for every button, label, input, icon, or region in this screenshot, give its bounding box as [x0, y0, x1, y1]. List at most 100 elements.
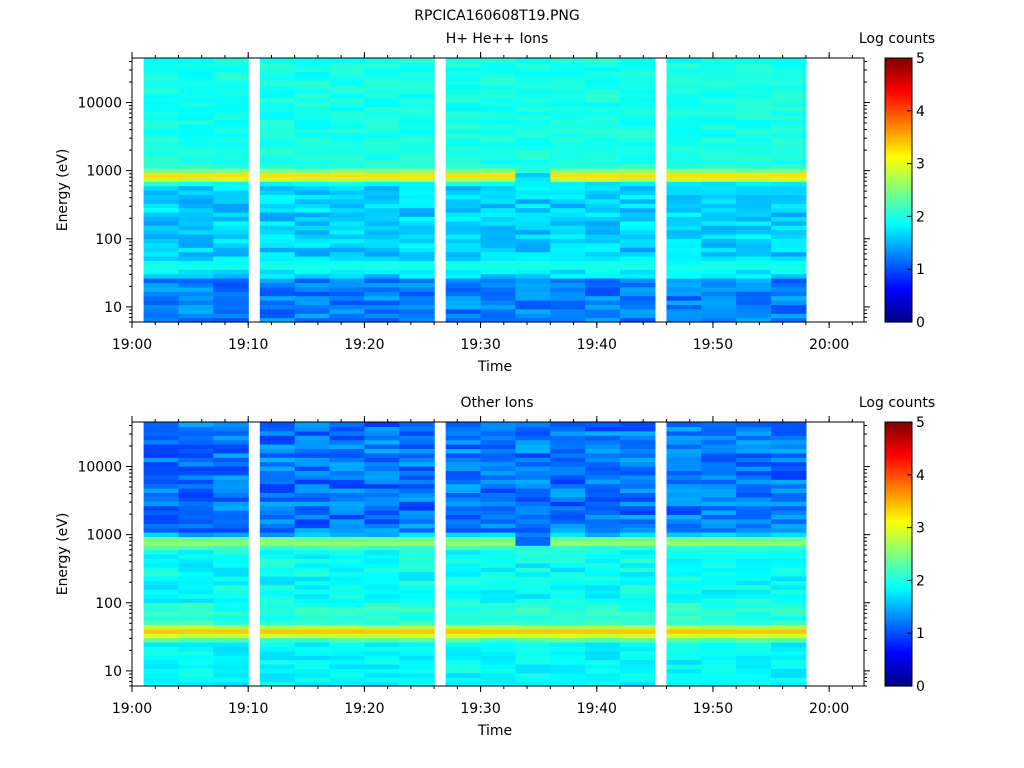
- colorbar-swatch: [885, 430, 912, 434]
- heatmap-cell: [213, 225, 249, 231]
- heatmap-cell: [736, 291, 772, 297]
- heatmap-cell: [666, 540, 702, 546]
- heatmap-cell: [294, 93, 331, 99]
- heatmap-cell: [771, 247, 807, 253]
- heatmap-cell: [178, 212, 214, 217]
- colorbar-swatch: [885, 77, 912, 81]
- heatmap-cell: [701, 159, 737, 165]
- heatmap-cell: [736, 220, 772, 226]
- heatmap-cell: [585, 628, 621, 634]
- heatmap-cell: [178, 430, 214, 436]
- heatmap-cell: [701, 295, 737, 301]
- heatmap-cell: [178, 602, 214, 608]
- heatmap-cell: [329, 154, 365, 160]
- heatmap-cell: [399, 238, 435, 244]
- heatmap-cell: [666, 584, 702, 590]
- heatmap-cell: [515, 260, 551, 266]
- heatmap-cell: [550, 168, 586, 173]
- heatmap-cell: [515, 435, 551, 441]
- heatmap-cell: [666, 659, 702, 665]
- heatmap-cell: [585, 672, 621, 678]
- heatmap-cell: [550, 488, 586, 493]
- heatmap-cell: [259, 229, 296, 235]
- heatmap-cell: [701, 444, 737, 449]
- heatmap-cell: [178, 659, 214, 665]
- colorbar-swatch: [885, 128, 912, 132]
- colorbar-swatch: [885, 258, 912, 261]
- heatmap-cell: [771, 642, 807, 647]
- colorbar-swatch: [885, 280, 912, 283]
- heatmap-cell: [701, 308, 737, 314]
- y-tick-label: 1000: [86, 164, 122, 180]
- heatmap-cell: [736, 514, 772, 520]
- heatmap-cell: [620, 628, 656, 634]
- heatmap-cell: [550, 567, 586, 573]
- heatmap-cell: [143, 247, 180, 253]
- heatmap-cell: [515, 106, 551, 112]
- heatmap-cell: [143, 84, 180, 90]
- heatmap-cell: [620, 444, 656, 449]
- heatmap-cell: [701, 598, 737, 603]
- colorbar-swatch: [885, 88, 912, 92]
- heatmap-cell: [480, 532, 517, 537]
- heatmap-cell: [620, 317, 656, 323]
- heatmap-cell: [550, 677, 586, 683]
- colorbar-swatch: [885, 679, 912, 683]
- colorbar-tick-label: 5: [916, 415, 925, 431]
- heatmap-cell: [585, 426, 621, 432]
- heatmap-cell: [399, 549, 435, 555]
- heatmap-cell: [213, 637, 249, 643]
- heatmap-cell: [666, 88, 702, 94]
- heatmap-cell: [620, 291, 656, 297]
- heatmap-cell: [259, 269, 296, 275]
- heatmap-cell: [736, 62, 772, 68]
- heatmap-cell: [364, 422, 400, 427]
- heatmap-cell: [399, 628, 435, 634]
- heatmap-cell: [259, 523, 296, 529]
- heatmap-cell: [445, 536, 482, 542]
- heatmap-cell: [445, 598, 482, 603]
- heatmap-cell: [329, 650, 365, 656]
- y-tick-label: 10000: [77, 96, 122, 112]
- colorbar-swatch: [885, 102, 912, 105]
- heatmap-cell: [620, 466, 656, 471]
- axes: 19:00 19:10 19:20 19:30 19:40 19:50 20:0010100…: [77, 52, 870, 353]
- heatmap-cell: [620, 479, 656, 485]
- colorbar-swatch: [885, 488, 912, 491]
- heatmap-cell: [213, 628, 249, 634]
- heatmap-cell: [213, 422, 249, 427]
- heatmap-cell: [259, 220, 296, 226]
- heatmap-cell: [364, 571, 400, 577]
- heatmap-cell: [178, 300, 214, 305]
- heatmap-cell: [364, 203, 400, 209]
- heatmap-cell: [399, 602, 435, 608]
- heatmap-cell: [585, 642, 621, 647]
- heatmap-cell: [666, 655, 702, 661]
- heatmap-cell: [480, 540, 517, 546]
- heatmap-cell: [701, 264, 737, 270]
- heatmap-cell: [666, 562, 702, 568]
- heatmap-cell: [294, 523, 331, 529]
- heatmap-cell: [701, 80, 737, 85]
- heatmap-cell: [480, 576, 517, 581]
- heatmap-cell: [259, 102, 296, 107]
- heatmap-cell: [329, 562, 365, 568]
- colorbar-swatch: [885, 115, 912, 118]
- heatmap-cell: [259, 247, 296, 253]
- heatmap-cell: [480, 273, 517, 279]
- heatmap-cell: [294, 677, 331, 683]
- heatmap-cell: [771, 483, 807, 489]
- heatmap-cell: [329, 584, 365, 590]
- heatmap-cell: [666, 444, 702, 449]
- colorbar-swatch: [885, 466, 912, 469]
- colorbar-swatch: [885, 655, 912, 658]
- heatmap-cell: [550, 163, 586, 169]
- heatmap-cell: [445, 615, 482, 621]
- heatmap-cell: [178, 514, 214, 520]
- colorbar-swatch: [885, 306, 912, 310]
- heatmap-cell: [620, 668, 656, 674]
- heatmap-cell: [364, 300, 400, 305]
- heatmap-cell: [701, 571, 737, 577]
- heatmap-cell: [771, 110, 807, 116]
- heatmap-cell: [701, 668, 737, 674]
